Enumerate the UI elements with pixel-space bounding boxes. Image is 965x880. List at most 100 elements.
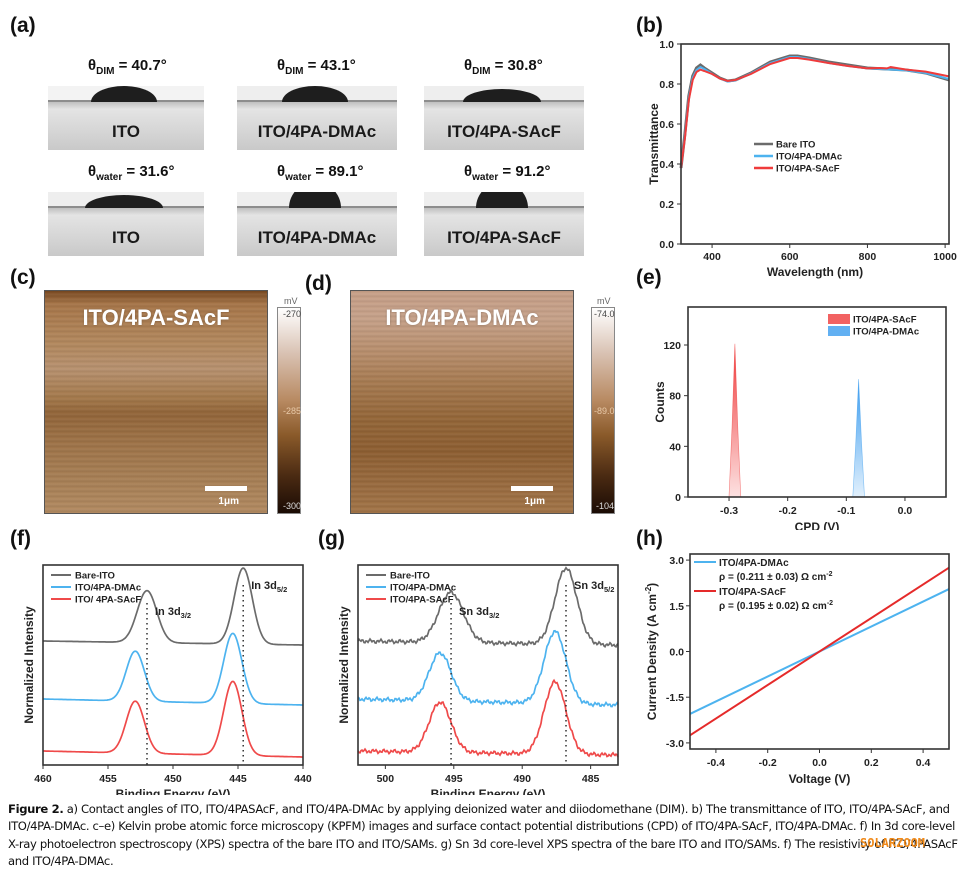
y-tick-label: 0.8: [659, 79, 674, 91]
kpfm-image-sacf: ITO/4PA-SAcF 1μm: [44, 290, 268, 514]
sn3d-xps-chart: Sn 3d3/2 Sn 3d5/2 500 495 490 485 Binding Ener…: [337, 564, 619, 795]
x-tick-label: -0.1: [837, 505, 855, 517]
x-tick-label: 490: [513, 773, 531, 785]
y-axis-label: Transmittance: [647, 103, 661, 185]
x-tick-label: 500: [377, 773, 395, 785]
spectrum-line-ito-4pa-dmac: [357, 629, 619, 708]
substrate-label: ITO/4PA-SAcF: [447, 122, 561, 141]
x-tick-label: 495: [445, 773, 463, 785]
substrate: ITO/4PA-SAcF: [424, 100, 584, 150]
x-tick-label: 440: [294, 773, 312, 785]
y-axis-label: Normalized Intensity: [22, 606, 36, 724]
droplet-photo: ITO/4PA-SAcF: [424, 192, 584, 256]
legend-label: ITO/ 4PA-SAcF: [75, 595, 141, 606]
peak-annotation: Sn 3d5/2: [574, 580, 614, 594]
legend-label: ITO/4PA-DMAc: [776, 152, 842, 163]
droplet: [463, 89, 541, 102]
spectrum-line-bare-ito: [43, 567, 303, 646]
y-tick-label: 3.0: [669, 555, 684, 567]
legend-label: ITO/4PA-DMAc: [719, 558, 789, 569]
x-tick-label: 455: [99, 773, 117, 785]
contact-angle-value: θDIM = 40.7°: [88, 57, 167, 77]
in3d-xps-chart: In 3d3/2 In 3d5/2 460 455 450 445 440 Binding E…: [22, 564, 312, 795]
x-tick-label: 445: [229, 773, 247, 785]
y-tick-label: 0.0: [659, 239, 674, 251]
x-tick-label: -0.4: [707, 757, 725, 769]
spectrum-line-ito-4pa-dmac: [43, 632, 303, 706]
x-tick-label: 1000: [933, 251, 957, 263]
plot-frame: [687, 306, 947, 498]
caption-text: a) Contact angles of ITO, ITO/4PASAcF, a…: [8, 802, 958, 869]
x-axis-label: Binding Energy (eV): [431, 787, 546, 795]
droplet-photo: ITO/4PA-DMAc: [237, 86, 397, 150]
colorbar-c: [277, 307, 301, 514]
x-tick-label: 0.0: [898, 505, 913, 517]
droplet: [289, 192, 341, 208]
scale-bar: [205, 486, 247, 491]
figure-caption: Figure 2. a) Contact angles of ITO, ITO/…: [8, 801, 958, 871]
legend-label: Bare-ITO: [390, 571, 430, 582]
transmittance-chart: 0.0 0.2 0.4 0.6 0.8 1.0 400 600 800 1000 Wavelengt…: [647, 39, 957, 279]
scale-bar-label: 1μm: [524, 496, 545, 507]
y-tick-label: 120: [663, 340, 681, 352]
distribution-peak-ito-4pa-dmac: [852, 379, 865, 498]
y-tick-label: 80: [669, 391, 681, 403]
panel-label-h: (h): [636, 527, 663, 550]
droplet-photo: ITO: [48, 86, 204, 150]
contact-angle-value: θDIM = 30.8°: [464, 57, 543, 77]
resistivity-value: ρ = (0.195 ± 0.02) Ω cm-2: [719, 600, 833, 612]
droplet-photo: ITO/4PA-SAcF: [424, 86, 584, 150]
panel-label-b: (b): [636, 14, 663, 37]
y-tick-label: 0.0: [669, 647, 684, 659]
peak-annotation: Sn 3d3/2: [459, 606, 499, 620]
droplet: [476, 192, 528, 208]
scale-bar-label: 1μm: [218, 496, 239, 507]
x-tick-label: 600: [781, 251, 799, 263]
substrate: ITO: [48, 206, 204, 256]
x-tick-label: 460: [34, 773, 52, 785]
y-tick-label: -1.5: [666, 692, 684, 704]
iv-resistivity-chart: -3.0 -1.5 0.0 1.5 3.0 -0.4 -0.2 0.0 0.2 0.4 Voltag…: [644, 553, 950, 786]
substrate: ITO: [48, 100, 204, 150]
x-tick-label: 0.2: [864, 757, 879, 769]
y-tick-label: 40: [669, 441, 681, 453]
contact-angle-value: θDIM = 43.1°: [277, 57, 356, 77]
legend-label: ITO/4PA-SAcF: [390, 595, 454, 606]
colorbar-max-c: -270: [283, 309, 302, 319]
droplet: [91, 86, 157, 102]
contact-angle-value: θwater = 31.6°: [88, 163, 175, 183]
y-tick-label: 0: [675, 492, 681, 504]
legend-swatch: [828, 314, 850, 324]
substrate-label: ITO/4PA-DMAc: [257, 228, 377, 247]
substrate: ITO/4PA-DMAc: [237, 206, 397, 256]
x-tick-label: 0.0: [812, 757, 827, 769]
panel-label-f: (f): [10, 527, 31, 550]
y-tick-label: 0.6: [659, 119, 674, 131]
watermark: SOLARZOOM: [860, 836, 926, 850]
droplet-photo: ITO/4PA-DMAc: [237, 192, 397, 256]
x-tick-label: 485: [582, 773, 600, 785]
substrate-label: ITO: [111, 228, 141, 247]
panel-label-g: (g): [318, 527, 345, 550]
iv-line-ito-4pa-sacf: [689, 566, 950, 737]
legend-label: Bare ITO: [776, 140, 815, 151]
caption-label: Figure 2.: [8, 802, 64, 816]
x-tick-label: 0.4: [916, 757, 931, 769]
cpd-distribution-chart: 0 40 80 120 -0.3 -0.2 -0.1 0.0 CPD (V) Counts ITO/…: [653, 306, 947, 530]
droplet: [85, 195, 163, 208]
colorbar-d: [591, 307, 615, 514]
droplet: [282, 86, 348, 102]
droplet-photo: ITO: [48, 192, 204, 256]
legend-label: ITO/4PA-DMAc: [75, 583, 141, 594]
x-axis-label: Voltage (V): [789, 772, 851, 786]
x-tick-label: -0.3: [720, 505, 738, 517]
y-axis-label: Normalized Intensity: [337, 606, 351, 724]
plot-frame: [680, 43, 950, 245]
y-tick-label: 0.2: [659, 199, 674, 211]
x-axis-label: CPD (V): [795, 520, 840, 530]
x-tick-label: 450: [164, 773, 182, 785]
resistivity-value: ρ = (0.211 ± 0.03) Ω cm-2: [719, 571, 833, 583]
x-tick-label: 800: [859, 251, 877, 263]
y-axis-label: Current Density (A cm-2): [644, 583, 659, 720]
y-tick-label: 1.0: [659, 39, 674, 51]
